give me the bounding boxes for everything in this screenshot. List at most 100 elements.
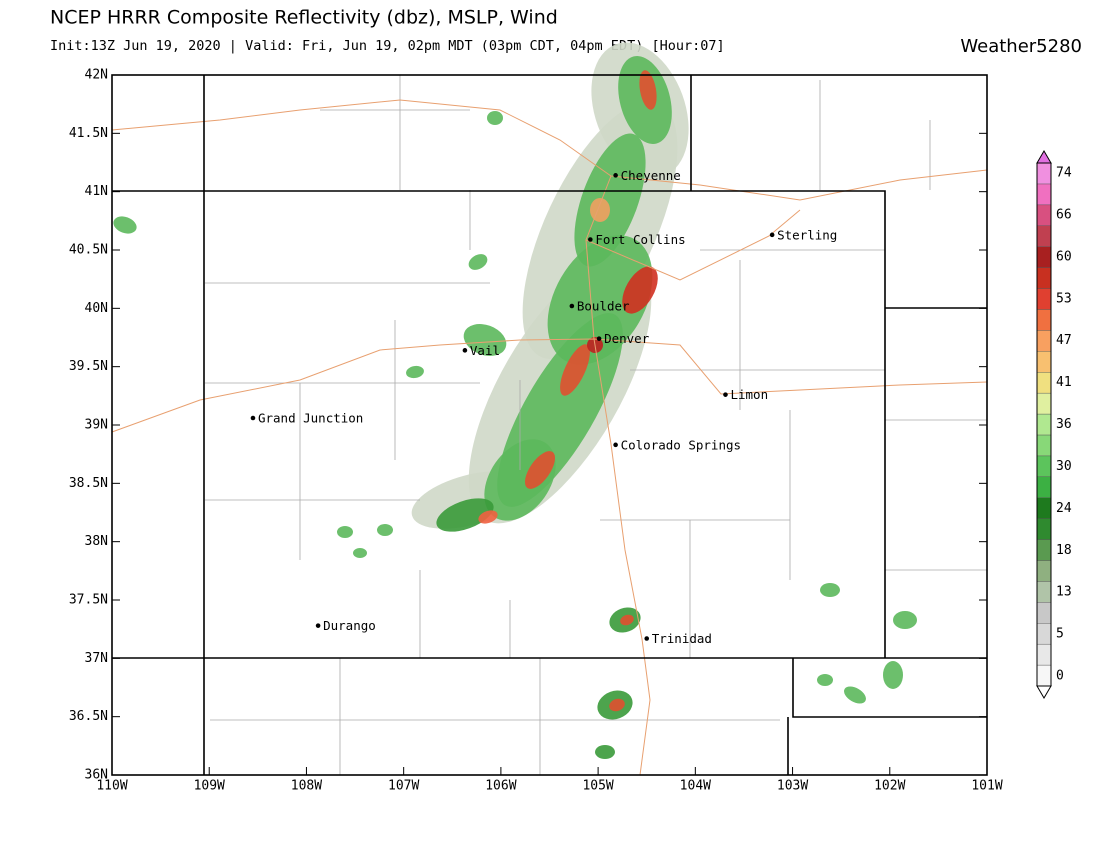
- colorbar-segment: [1036, 455, 1052, 478]
- radar-echo: [377, 524, 393, 536]
- city-label: Fort Collins: [595, 232, 685, 247]
- lon-label: 103W: [777, 779, 808, 794]
- colorbar-segment: [1036, 392, 1052, 415]
- colorbar-segment: [1036, 246, 1052, 268]
- title: NCEP HRRR Composite Reflectivity (dbz), …: [50, 7, 558, 29]
- colorbar-segment: [1036, 581, 1052, 603]
- colorbar-label: 66: [1056, 207, 1072, 222]
- city-label: Colorado Springs: [621, 437, 741, 452]
- radar-echo: [620, 614, 634, 626]
- colorbar-label: 60: [1056, 249, 1072, 264]
- lat-label: 38N: [85, 534, 108, 549]
- radar-echo: [113, 216, 137, 234]
- colorbar-segment: [1036, 518, 1052, 540]
- radar-echo: [820, 583, 840, 597]
- colorbar-frame: [1036, 162, 1052, 687]
- radar-echo: [609, 698, 625, 712]
- radar-echo: [595, 745, 615, 759]
- colorbar-label: 24: [1056, 501, 1072, 516]
- colorbar-segment: [1036, 413, 1052, 436]
- lon-label: 104W: [680, 779, 711, 794]
- lat-label: 40.5N: [69, 243, 108, 258]
- colorbar-cap: [1036, 150, 1052, 164]
- colorbar-segment: [1036, 204, 1052, 226]
- colorbar-label: 18: [1056, 543, 1072, 558]
- city-label: Vail: [470, 343, 500, 358]
- city-dot: [462, 348, 468, 353]
- colorbar-segment: [1036, 602, 1052, 624]
- state-borders: [112, 75, 987, 775]
- radar-echo: [487, 111, 503, 125]
- colorbar-label: 47: [1056, 333, 1072, 348]
- city-dot: [769, 232, 775, 238]
- radar-echo: [817, 674, 833, 686]
- colorbar-segment: [1036, 309, 1052, 331]
- lon-label: 108W: [291, 779, 322, 794]
- radar-echo: [468, 254, 488, 270]
- lat-label: 38.5N: [69, 476, 108, 491]
- radar-echo: [639, 70, 657, 110]
- colorbar-segment: [1036, 225, 1052, 247]
- radar-echo: [547, 235, 653, 365]
- colorbar-label: 30: [1056, 459, 1072, 474]
- city-dot: [613, 173, 618, 178]
- radar: [113, 42, 917, 759]
- city-dot: [596, 336, 602, 341]
- colorbar-segment: [1036, 183, 1052, 206]
- lon-label: 101W: [971, 779, 1002, 794]
- lat-label: 41N: [85, 184, 108, 199]
- colorbar-segment: [1036, 560, 1052, 582]
- lat-label: 40N: [85, 301, 108, 316]
- city-label: Denver: [604, 331, 650, 346]
- subtitle: Init:13Z Jun 19, 2020 | Valid: Fri, Jun …: [50, 38, 725, 54]
- colorbar-segment: [1036, 351, 1052, 373]
- colorbar-segment: [1036, 288, 1052, 310]
- colorbar-label: 36: [1056, 417, 1072, 432]
- lat-label: 42N: [85, 68, 108, 83]
- colorbar-segment: [1036, 623, 1052, 645]
- city-dot: [315, 623, 321, 628]
- colorbar-segment: [1036, 539, 1052, 561]
- radar-echo: [622, 266, 658, 314]
- radar-echo: [844, 686, 866, 704]
- city-label: Trinidad: [652, 631, 712, 646]
- radar-echo: [478, 510, 498, 524]
- lat-label: 39.5N: [69, 359, 108, 374]
- colorbar-segment: [1036, 476, 1052, 498]
- city-dot: [613, 442, 618, 448]
- lat-label: 37N: [85, 651, 108, 666]
- city-label: Durango: [323, 618, 376, 633]
- county-lines: [205, 75, 987, 775]
- city-dot: [569, 303, 575, 309]
- city-dot: [723, 392, 728, 397]
- radar-echo: [463, 324, 507, 356]
- radar-echo: [883, 661, 903, 689]
- colorbar-segment: [1036, 664, 1052, 687]
- colorbar-segment: [1036, 162, 1052, 185]
- colorbar-segment: [1036, 643, 1052, 666]
- lon-label: 106W: [485, 779, 516, 794]
- radar-echo: [524, 451, 556, 489]
- city-label: Boulder: [577, 299, 630, 314]
- colorbar-cap: [1036, 685, 1052, 699]
- city-label: Sterling: [777, 227, 837, 242]
- city-dot: [644, 636, 650, 641]
- lat-label: 36N: [85, 768, 108, 783]
- colorbar-label: 5: [1056, 627, 1064, 642]
- lon-label: 110W: [96, 779, 127, 794]
- colorbar-segment: [1036, 267, 1052, 289]
- lon-label: 105W: [582, 779, 613, 794]
- lon-label: 109W: [194, 779, 225, 794]
- city-label: Cheyenne: [621, 168, 681, 183]
- city-label: Limon: [730, 387, 768, 402]
- radar-echo: [337, 526, 353, 538]
- cities: Cheyenne Fort Collins Sterling Boulder Denve…: [250, 168, 837, 646]
- colorbar-label: 53: [1056, 291, 1072, 306]
- radar-echo: [436, 498, 494, 532]
- colorbar-label: 0: [1056, 669, 1064, 684]
- radar-echo: [590, 198, 610, 222]
- radar-echo: [353, 548, 367, 558]
- city-label: Grand Junction: [258, 411, 363, 426]
- colorbar-segment: [1036, 330, 1052, 352]
